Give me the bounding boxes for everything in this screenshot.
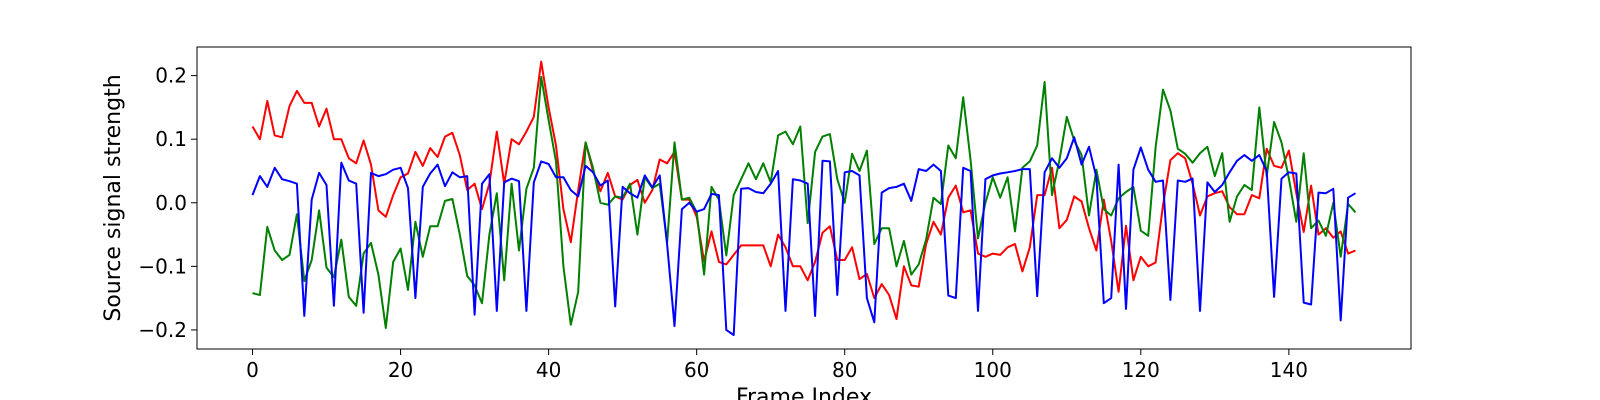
x-tick-label: 60 [684,358,709,382]
x-tick-label: 80 [832,358,857,382]
series-layer [251,60,1357,336]
x-axis-ticks: 0 20 40 60 80 100 120 140 [246,349,1308,382]
series-line-green [252,75,1357,329]
x-axis-label: Frame Index [736,385,872,400]
y-tick-label: 0.0 [155,191,187,215]
y-tick-label: −0.2 [138,318,187,342]
series-line-red [251,60,1356,321]
y-axis-label: Source signal strength [101,74,126,321]
y-tick-label: 0.1 [155,127,187,151]
series-line-blue [251,136,1357,336]
x-tick-label: 140 [1270,358,1308,382]
x-tick-label: 100 [974,358,1012,382]
x-tick-label: 40 [536,358,561,382]
x-tick-label: 0 [246,358,259,382]
x-tick-label: 120 [1122,358,1160,382]
y-tick-label: −0.1 [138,254,187,278]
y-tick-label: 0.2 [155,64,187,88]
y-axis-ticks: −0.2 −0.1 0.0 0.1 0.2 [138,64,197,342]
plot-frame [196,46,1412,350]
x-tick-label: 20 [388,358,413,382]
